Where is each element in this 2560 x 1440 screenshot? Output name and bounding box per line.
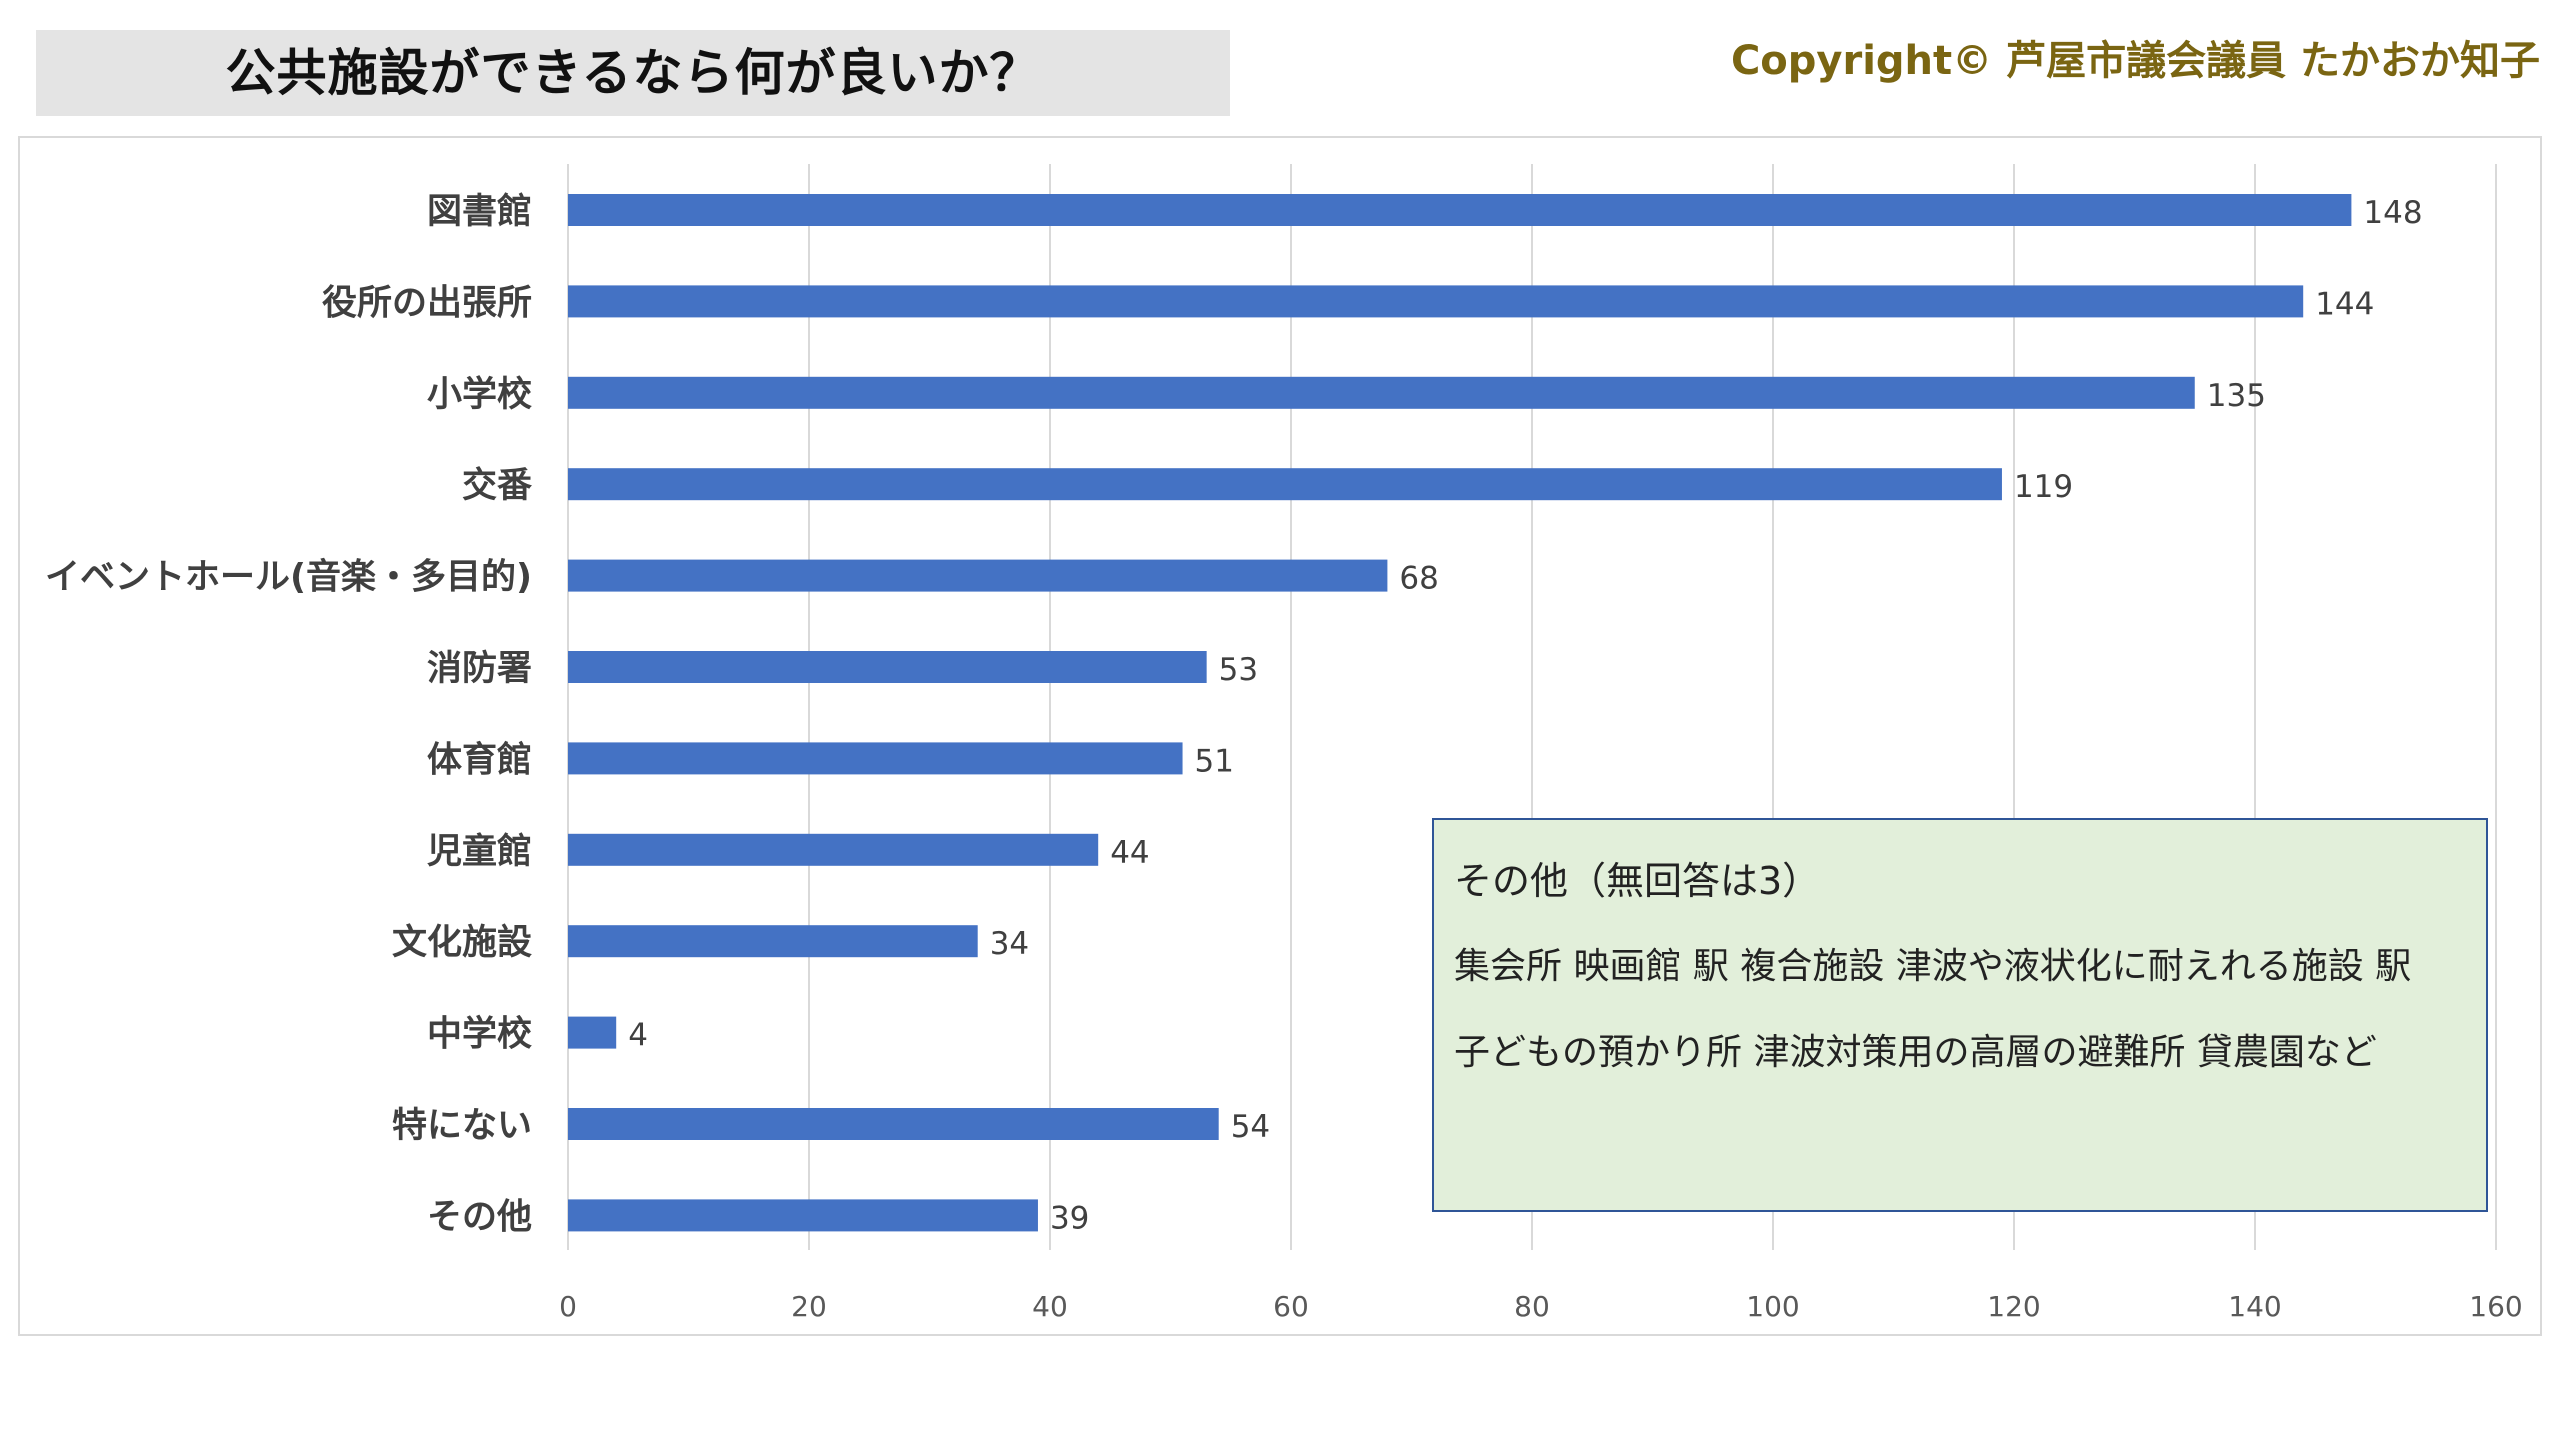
category-label: 体育館 [427, 739, 532, 780]
bar [568, 194, 2352, 226]
value-label: 54 [1231, 1109, 1270, 1145]
category-label: イベントホール(音楽・多目的) [45, 557, 532, 598]
x-tick-label: 160 [2469, 1290, 2522, 1323]
x-tick-label: 40 [1032, 1290, 1068, 1323]
chart-frame [18, 136, 2542, 1336]
category-label: 図書館 [427, 191, 532, 232]
bar [568, 468, 2002, 501]
chart-title: 公共施設ができるなら何が良いか？ [225, 44, 1041, 102]
bar [568, 376, 2195, 409]
value-label: 119 [2014, 469, 2073, 505]
x-tick-label: 120 [1987, 1290, 2040, 1323]
bar [568, 833, 1099, 866]
category-label: 消防署 [427, 649, 532, 689]
value-label: 39 [1050, 1200, 1089, 1236]
bar [568, 285, 2304, 318]
value-label: 44 [1110, 835, 1149, 871]
note-line: 集会所 映画館 駅 複合施設 津波や液状化に耐えれる施設 駅 [1454, 946, 2412, 987]
value-label: 51 [1195, 743, 1234, 779]
bar [568, 1016, 617, 1049]
bars [568, 194, 2352, 1232]
value-labels: 148 144 135 119 68 53 51 44 34 4 54 39 [628, 195, 2422, 1236]
category-label: 小学校 [427, 374, 532, 415]
value-label: 135 [2207, 378, 2266, 414]
note-line: 子どもの預かり所 津波対策用の高層の避難所 貸農園など [1454, 1032, 2377, 1073]
other-answers-note: その他（無回答は3） 集会所 映画館 駅 複合施設 津波や液状化に耐えれる施設 … [1432, 818, 2488, 1212]
x-tick-label: 60 [1273, 1290, 1309, 1323]
category-label: 文化施設 [392, 923, 532, 963]
value-label: 53 [1219, 652, 1258, 688]
value-label: 148 [2363, 195, 2422, 231]
category-label: その他 [427, 1197, 532, 1237]
value-label: 4 [628, 1018, 648, 1054]
x-tick-labels: 0 20 40 60 80 100 120 140 160 [559, 1290, 2523, 1323]
title-banner: 公共施設ができるなら何が良いか？ [36, 30, 1230, 116]
category-label: 児童館 [427, 831, 532, 872]
bar [568, 1108, 1219, 1140]
bar [568, 1199, 1038, 1232]
x-tick-label: 20 [791, 1290, 827, 1323]
bar [568, 559, 1388, 592]
bar [568, 742, 1183, 775]
value-label: 34 [990, 926, 1029, 962]
copyright-text: Copyright© 芦屋市議会議員 たかおか知子 [1730, 38, 2540, 84]
x-tick-label: 140 [2228, 1290, 2281, 1323]
category-label: 役所の出張所 [322, 283, 532, 323]
x-tick-label: 0 [559, 1290, 577, 1323]
category-label: 中学校 [427, 1014, 532, 1055]
x-tick-label: 80 [1514, 1290, 1550, 1323]
x-tick-label: 100 [1746, 1290, 1799, 1323]
note-title: その他（無回答は3） [1454, 859, 1821, 903]
value-label: 144 [2315, 286, 2374, 322]
bar [568, 651, 1207, 683]
category-label: 特にない [392, 1106, 532, 1146]
bar [568, 925, 978, 958]
category-label: 交番 [462, 465, 532, 506]
value-label: 68 [1399, 561, 1438, 597]
